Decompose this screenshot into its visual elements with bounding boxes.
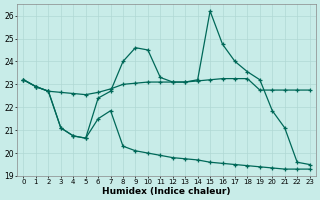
X-axis label: Humidex (Indice chaleur): Humidex (Indice chaleur) xyxy=(102,187,231,196)
